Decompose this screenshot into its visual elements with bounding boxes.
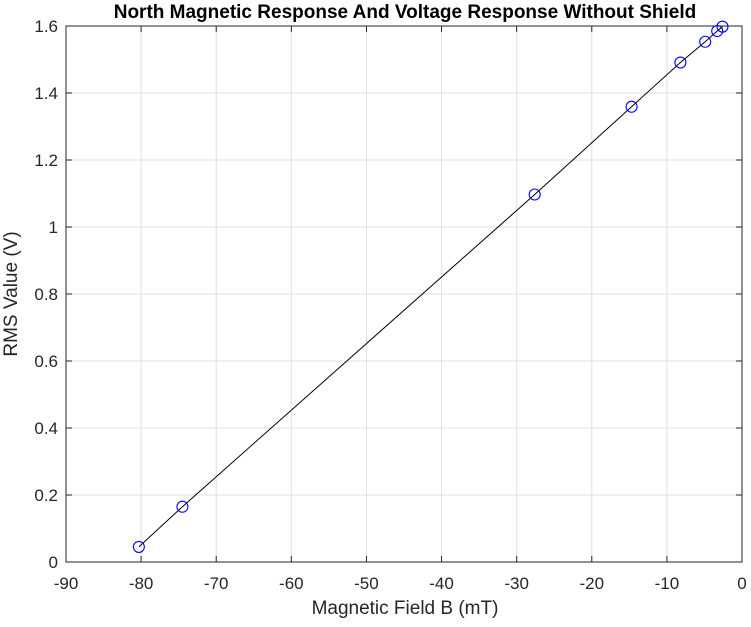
data-point-marker (716, 20, 729, 33)
data-point-marker (176, 500, 189, 513)
data-point-marker (674, 56, 687, 69)
y-axis-label: RMS Value (V) (1, 231, 22, 356)
y-tick-label: 0.6 (34, 352, 58, 371)
data-point-marker (625, 100, 638, 113)
grid (65, 25, 743, 563)
ticks: -90 -80 -70 -60 -50 -40 -30 -20 -10 0 0 0.2 0.4 0.6 0.… (34, 17, 746, 593)
series-line (138, 26, 723, 548)
x-tick-label: -30 (504, 574, 529, 593)
data-series (132, 20, 729, 553)
data-point-marker (132, 540, 145, 553)
y-tick-label: 1 (49, 218, 58, 237)
y-tick-label: 0.8 (34, 285, 58, 304)
x-tick-label: -20 (579, 574, 604, 593)
x-tick-label: -60 (279, 574, 304, 593)
x-axis-label: Magnetic Field B (mT) (312, 598, 499, 619)
data-point-marker (699, 35, 712, 48)
x-tick-label: -80 (129, 574, 154, 593)
y-tick-label: 1.2 (34, 151, 58, 170)
x-tick-label: -50 (354, 574, 379, 593)
y-tick-label: 0 (49, 553, 58, 572)
y-tick-label: 0.2 (34, 486, 58, 505)
x-tick-label: -70 (204, 574, 229, 593)
data-point-marker (528, 188, 541, 201)
y-tick-label: 1.4 (34, 84, 58, 103)
x-tick-label: -90 (54, 574, 79, 593)
x-tick-label: -10 (655, 574, 680, 593)
chart-title: North Magnetic Response And Voltage Resp… (114, 2, 697, 23)
x-tick-label: -40 (429, 574, 454, 593)
x-tick-label: 0 (737, 574, 746, 593)
y-tick-label: 1.6 (34, 17, 58, 36)
y-tick-label: 0.4 (34, 419, 58, 438)
